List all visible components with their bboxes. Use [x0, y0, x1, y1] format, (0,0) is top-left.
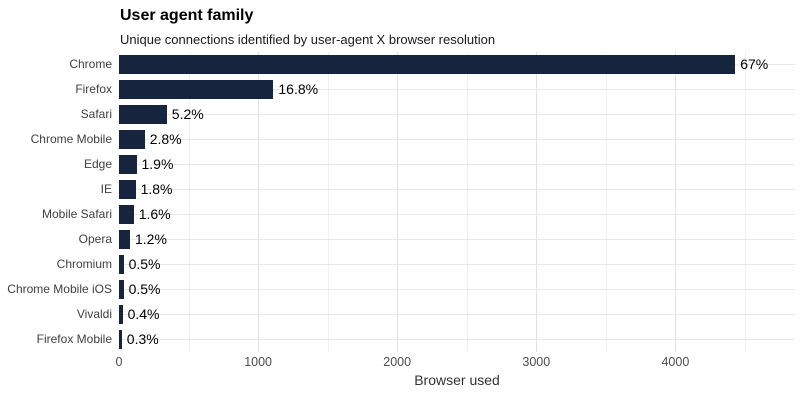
bar-chrome-mobile-ios — [119, 280, 124, 299]
bar-value-label: 0.5% — [128, 281, 161, 297]
category-label: Chrome Mobile — [30, 132, 112, 146]
bar-value-label: 1.2% — [135, 231, 167, 247]
bar-safari — [119, 105, 167, 124]
row-gridline — [119, 214, 795, 215]
major-gridline — [675, 52, 677, 352]
bar-row: 1.6% — [119, 202, 795, 227]
row-gridline — [119, 139, 795, 140]
bar-chrome — [119, 55, 736, 74]
row-gridline — [119, 189, 795, 190]
bar-edge — [119, 155, 137, 174]
bar-ie — [119, 180, 136, 199]
category-label: Chromium — [56, 257, 112, 271]
bar-firefox-mobile — [119, 330, 122, 349]
bar-mobile-safari — [119, 205, 134, 224]
row-gridline — [119, 314, 795, 315]
bar-value-label: 0.4% — [127, 306, 160, 322]
bar-row: 0.3% — [119, 327, 795, 352]
minor-gridline — [605, 52, 607, 352]
bar-opera — [119, 230, 130, 249]
bar-value-label: 1.8% — [140, 181, 173, 197]
x-axis-tick-labels: 0 1000 2000 3000 4000 — [115, 355, 795, 371]
bar-firefox — [119, 80, 274, 99]
category-label: Chrome — [69, 57, 112, 71]
major-gridline — [536, 52, 538, 352]
plot-area: 67% 16.8% 5.2% 2.8% 1.9% 1.8% 1.6% 1.2% 0.5% 0.5%… — [119, 52, 795, 352]
bar-value-label: 16.8% — [278, 81, 319, 97]
bar-row: 5.2% — [119, 102, 795, 127]
category-label: Mobile Safari — [41, 207, 112, 221]
x-tick-label: 1000 — [244, 355, 272, 369]
category-label: Vivaldi — [76, 307, 112, 321]
bar-row: 1.9% — [119, 152, 795, 177]
bar-row: 1.8% — [119, 177, 795, 202]
row-gridline — [119, 164, 795, 165]
category-label: Edge — [83, 157, 112, 171]
bar-value-label: 0.5% — [128, 256, 161, 272]
x-tick-label: 0 — [115, 355, 123, 369]
x-axis-title: Browser used — [414, 372, 500, 388]
category-label: Chrome Mobile iOS — [7, 282, 112, 296]
category-label: Opera — [78, 232, 112, 246]
bar-row: 0.4% — [119, 302, 795, 327]
bar-row: 0.5% — [119, 277, 795, 302]
category-label: Firefox — [75, 82, 112, 96]
minor-gridline — [188, 52, 190, 352]
major-gridline — [397, 52, 399, 352]
category-label: Firefox Mobile — [36, 332, 112, 346]
x-tick-label: 4000 — [661, 355, 690, 369]
chart-subtitle: Unique connections identified by user-ag… — [120, 32, 496, 47]
row-gridline — [119, 239, 795, 240]
x-tick-label: 3000 — [522, 355, 551, 369]
bar-row: 1.2% — [119, 227, 795, 252]
bar-row: 67% — [119, 52, 795, 77]
category-label: IE — [100, 182, 112, 196]
bar-value-label: 67% — [740, 56, 769, 72]
bar-vivaldi — [119, 305, 123, 324]
major-gridline — [258, 52, 260, 352]
chart-title: User agent family — [120, 7, 254, 24]
row-gridline — [119, 89, 795, 90]
y-axis-labels: Chrome Firefox Safari Chrome Mobile Edge IE Mo… — [0, 52, 112, 352]
bar-value-label: 2.8% — [149, 131, 182, 147]
minor-gridline — [466, 52, 468, 352]
bar-value-label: 1.9% — [141, 156, 174, 172]
bar-row: 16.8% — [119, 77, 795, 102]
bar-value-label: 1.6% — [138, 206, 171, 222]
bar-value-label: 5.2% — [171, 106, 204, 122]
minor-gridline — [744, 52, 746, 352]
bar-row: 0.5% — [119, 252, 795, 277]
row-gridline — [119, 114, 795, 115]
minor-gridline — [327, 52, 329, 352]
category-label: Safari — [80, 107, 112, 121]
bar-row: 2.8% — [119, 127, 795, 152]
bar-value-label: 0.3% — [126, 331, 159, 347]
row-gridline — [119, 289, 795, 290]
x-tick-label: 2000 — [383, 355, 412, 369]
row-gridline — [119, 264, 795, 265]
bar-chrome-mobile — [119, 130, 145, 149]
row-gridline — [119, 339, 795, 340]
bar-chromium — [119, 255, 124, 274]
